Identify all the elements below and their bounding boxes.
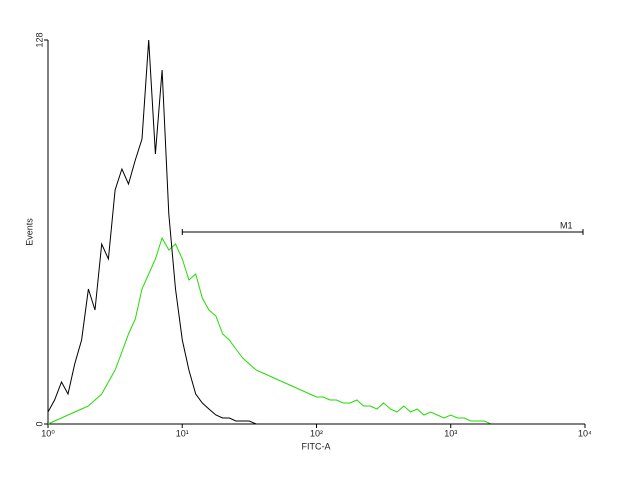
x-tick-label: 10⁴: [578, 428, 592, 438]
histogram-line: [47, 39, 585, 425]
histogram-line: [47, 236, 585, 425]
x-tick-label: 10³: [444, 428, 457, 438]
y-tick-label: 128: [34, 32, 44, 47]
marker-label: M1: [560, 220, 573, 230]
x-tick-label: 10²: [310, 428, 323, 438]
x-axis-label: FITC-A: [302, 441, 331, 451]
y-tick-label: 0: [34, 421, 44, 426]
y-axis-label: Events: [24, 218, 34, 246]
x-tick-label: 10⁰: [41, 428, 55, 438]
x-tick-label: 10¹: [176, 428, 189, 438]
